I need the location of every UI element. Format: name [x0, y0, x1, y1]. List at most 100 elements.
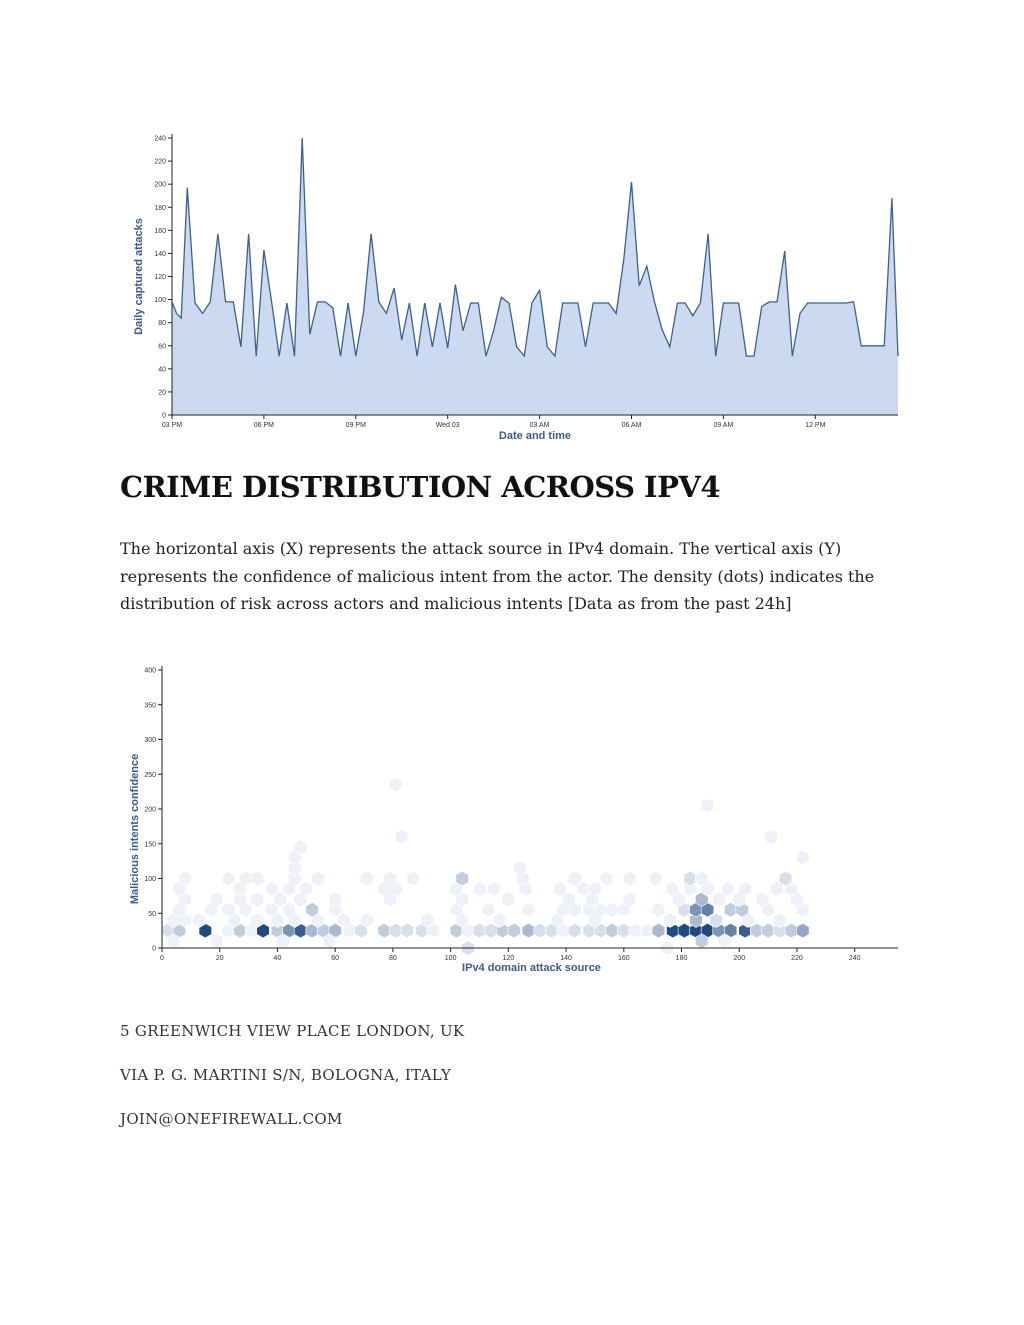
- hexbin-cell: [455, 870, 469, 887]
- hexbin-cell: [328, 891, 342, 908]
- x-axis-title: Date and time: [499, 430, 571, 442]
- hexbin-cell: [750, 922, 764, 939]
- x-tick-label: 120: [503, 955, 515, 962]
- x-tick-label: 0: [160, 955, 164, 962]
- hexbin-cell: [288, 860, 302, 876]
- hexbin-cell: [755, 891, 769, 908]
- hexbin-cell: [472, 922, 487, 939]
- hexbin-cell: [689, 912, 703, 928]
- hexbin-cell: [360, 870, 374, 887]
- hexbin-cell: [724, 902, 738, 918]
- hexbin-cell: [493, 912, 507, 928]
- hexbin-cell: [764, 829, 778, 845]
- hexbin-cell: [623, 870, 637, 887]
- x-tick-label: 03 AM: [530, 422, 550, 429]
- y-tick-label: 0: [162, 413, 166, 420]
- hexbin-cell: [721, 881, 735, 897]
- x-tick-label: 20: [216, 955, 224, 962]
- hexbin-cell: [576, 881, 590, 897]
- hexbin-cell: [265, 902, 279, 918]
- x-tick-label: 06 AM: [622, 422, 642, 429]
- hexbin-cell: [305, 902, 319, 918]
- hexbin-cell: [420, 912, 435, 928]
- y-tick-label: 50: [148, 911, 156, 918]
- x-tick-label: 160: [618, 955, 630, 962]
- hexbin-cell: [677, 922, 691, 939]
- hexbin-cell: [239, 870, 253, 887]
- y-tick-label: 40: [158, 366, 166, 373]
- x-tick-label: 09 AM: [713, 422, 733, 429]
- hexbin-cell: [400, 922, 414, 939]
- hexbin-cell: [383, 870, 397, 887]
- hexbin-cell: [472, 881, 487, 897]
- hexbin-cell: [481, 902, 495, 918]
- area-fill: [172, 138, 898, 415]
- hexbin-cell: [521, 922, 536, 939]
- hexbin-cell: [394, 829, 409, 845]
- hexbin-cell: [389, 777, 403, 793]
- hexbin-cell: [640, 922, 654, 939]
- hexbin-cell: [709, 912, 723, 928]
- hexbin-cell: [178, 870, 192, 887]
- hexbin-cell: [276, 933, 290, 949]
- x-axis-title: IPv4 domain attack source: [462, 962, 601, 974]
- hexbin-cell: [605, 902, 619, 918]
- hexbin-cell: [663, 912, 677, 928]
- contact-email[interactable]: JOIN@ONEFIREWALL.COM: [120, 1110, 343, 1128]
- hexbin-cell: [221, 870, 235, 887]
- hexbin-cell: [250, 870, 264, 887]
- hexbin-cell: [718, 933, 732, 949]
- hexbin-cell: [311, 870, 325, 887]
- hexbin-cell: [651, 922, 666, 939]
- hexbin-cell: [360, 912, 374, 928]
- hexbin-cell: [233, 891, 247, 908]
- x-tick-label: 180: [676, 955, 688, 962]
- hexbin-cell: [770, 881, 784, 897]
- hexbin-cell: [501, 891, 515, 908]
- section-heading: CRIME DISTRIBUTION ACROSS IPV4: [120, 470, 721, 504]
- hexbin-cell: [328, 902, 342, 918]
- hexbin-cell: [562, 891, 576, 908]
- hexbin-cell: [377, 922, 391, 939]
- hexbin-cell: [695, 870, 709, 887]
- y-tick-label: 0: [152, 946, 156, 953]
- ipv4-hexbin-chart: 0 50 100 150 200 250 300 350 400 0 20 40 60 80 100 120 1…: [129, 666, 898, 974]
- hexbin-cell: [484, 922, 498, 939]
- y-tick-label: 100: [154, 297, 166, 304]
- x-tick-label: 60: [331, 955, 339, 962]
- hexbin-cell: [288, 870, 302, 887]
- x-tick-label: 12 PM: [805, 422, 825, 429]
- y-tick-label: 180: [154, 205, 166, 212]
- x-tick-label: Wed 03: [436, 422, 460, 429]
- hexbin-cell: [322, 933, 336, 949]
- hexbin-cell: [521, 902, 536, 918]
- address-bologna: VIA P. G. MARTINI S/N, BOLOGNA, ITALY: [120, 1066, 452, 1084]
- series-line: [171, 137, 899, 358]
- hexbin-cell: [533, 922, 547, 939]
- hexbin-cell: [210, 891, 224, 908]
- hexbin-cell: [337, 912, 351, 928]
- y-tick-label: 100: [144, 876, 156, 883]
- y-tick-label: 350: [144, 702, 156, 709]
- hexbin-cell: [568, 870, 582, 887]
- hexbin-cell: [273, 891, 287, 908]
- hexbin-cell: [588, 881, 602, 897]
- x-tick-label: 220: [791, 955, 803, 962]
- hexbin-cell: [784, 922, 798, 939]
- y-tick-label: 240: [154, 136, 166, 143]
- x-tick-label: 03 PM: [162, 422, 182, 429]
- hexbin-cell: [695, 933, 709, 949]
- section-description: The horizontal axis (X) represents the a…: [120, 539, 875, 613]
- x-tick-label: 200: [733, 955, 745, 962]
- hexbin-cell: [487, 881, 501, 897]
- y-tick-label: 140: [154, 251, 166, 258]
- y-tick-label: 160: [154, 228, 166, 235]
- hexbin-cell: [623, 891, 637, 908]
- hexbin-cell: [293, 839, 308, 855]
- hexbin-cell: [265, 881, 279, 897]
- hexbin-cell: [250, 912, 264, 928]
- hexbin-cell: [166, 933, 181, 949]
- hexbin-cell: [192, 912, 207, 928]
- hexbin-cell: [250, 891, 264, 908]
- address-london: 5 GREENWICH VIEW PLACE LONDON, UK: [120, 1022, 465, 1040]
